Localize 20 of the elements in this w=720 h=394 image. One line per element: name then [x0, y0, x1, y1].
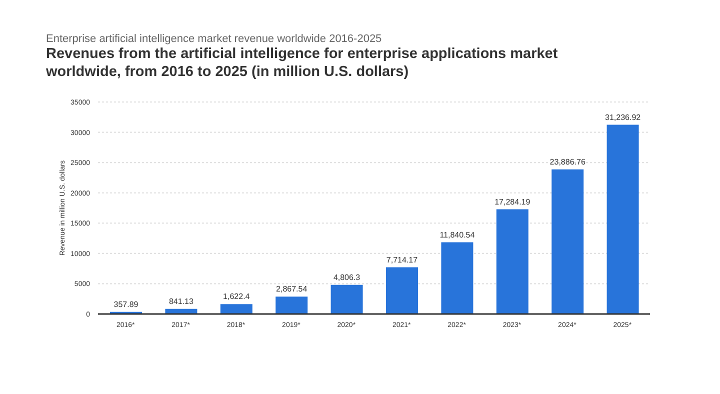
data-label: 2,867.54 — [276, 284, 308, 294]
bar — [276, 296, 308, 314]
data-label: 11,840.54 — [440, 230, 476, 240]
bar — [386, 267, 418, 314]
chart-subtitle: Enterprise artificial intelligence market revenue worldwide 2016-2025 — [46, 33, 382, 45]
data-label: 23,886.76 — [550, 157, 586, 166]
bar — [606, 124, 639, 314]
data-label: 357.89 — [114, 300, 139, 309]
data-label: 1,622.4 — [223, 292, 250, 302]
bar — [441, 242, 474, 314]
data-label: 31,236.92 — [605, 112, 642, 122]
bar — [552, 169, 584, 314]
chart-title: Revenues from the artificial intelligence for enterprise applications market worldwide, from 2016 to 2025 (in million U.S. dollars) — [46, 45, 559, 81]
data-label: 4,806.3 — [333, 272, 361, 282]
bar — [220, 304, 252, 314]
bar — [496, 209, 528, 314]
data-label: 17,284.19 — [494, 197, 531, 206]
data-label: 7,714.17 — [386, 255, 418, 264]
bar — [330, 284, 363, 314]
data-label: 841.13 — [168, 296, 194, 306]
